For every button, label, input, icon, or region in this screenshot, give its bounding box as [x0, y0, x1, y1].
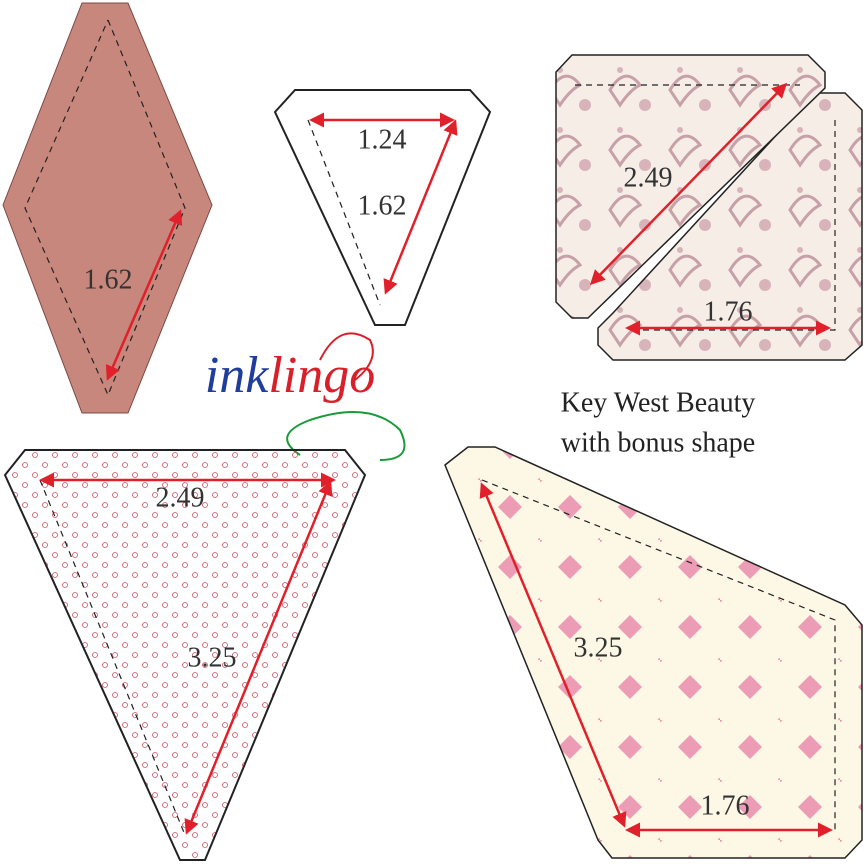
measure-label: 1.62: [358, 190, 407, 221]
logo-part: ink: [205, 347, 269, 404]
measure-label: 1.76: [701, 790, 750, 821]
measure-label: 3.25: [188, 642, 237, 673]
logo-swirl: [286, 411, 406, 461]
measure-label: 1.76: [704, 296, 753, 327]
measure-label: 3.25: [574, 632, 623, 663]
logo-swirl: [319, 332, 374, 381]
square-shapes: 2.49 1.76: [555, 54, 863, 361]
measure-label: 1.62: [84, 264, 133, 295]
diamond-shape: 1.62: [2, 2, 213, 414]
caption: with bonus shape: [561, 427, 755, 458]
measure-label: 1.24: [358, 124, 407, 155]
logo: inklingo: [205, 347, 375, 404]
big-triangle: 2.49 3.25: [3, 449, 367, 861]
kite-shape: 3.25 1.76: [444, 446, 863, 859]
small-triangle: 1.24 1.62: [273, 89, 492, 326]
measure-label: 2.49: [156, 482, 205, 513]
measure-label: 2.49: [624, 162, 673, 193]
caption: Key West Beauty: [561, 387, 756, 418]
